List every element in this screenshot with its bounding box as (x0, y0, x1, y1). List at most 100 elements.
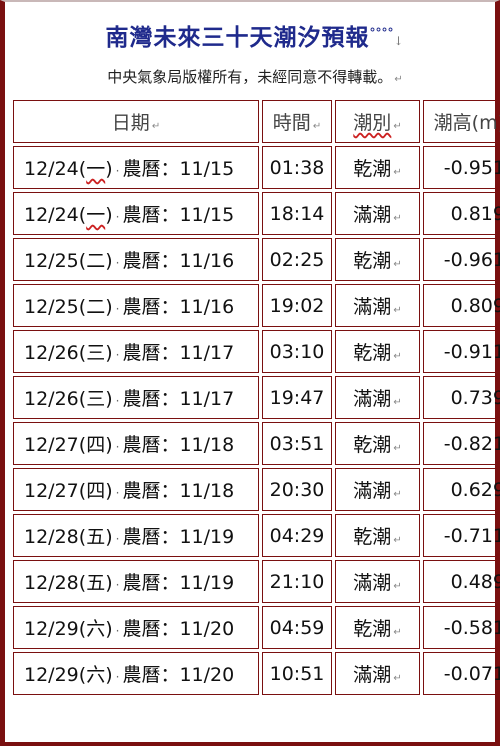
tide-height-text: -0.581 (443, 616, 500, 639)
lunar-date-text: 農曆：11/16 (122, 296, 235, 318)
tide-height-cell: -0.071 (423, 652, 500, 695)
separator-mark: · (115, 624, 120, 638)
date-text: 12/29 (24, 618, 79, 640)
return-mark-icon: ↵ (312, 121, 322, 132)
tide-type-cell: 乾潮 ↵ (335, 330, 420, 373)
tide-height-text: 0.819 (450, 202, 500, 225)
lunar-date-text: 農曆：11/20 (122, 664, 235, 686)
separator-mark: · (115, 578, 120, 592)
time-text: 04:59 (269, 616, 325, 639)
weekday-text: 六 (86, 618, 106, 640)
time-cell: 02:25 (262, 238, 332, 281)
return-mark-icon: ↵ (393, 121, 402, 132)
table-row: 12/24(一) · 農曆：11/15 18:14 滿潮 ↵ 0.819 (13, 192, 500, 235)
date-text: 12/24 (24, 158, 79, 180)
tide-height-cell: -0.911 (423, 330, 500, 373)
date-cell: 12/24(一) · 農曆：11/15 (13, 192, 259, 235)
tide-height-cell: -0.821 (423, 422, 500, 465)
tide-height-cell: -0.951 (423, 146, 500, 189)
tide-type-cell: 乾潮 ↵ (335, 146, 420, 189)
lunar-date-text: 農曆：11/18 (122, 434, 235, 456)
return-mark-icon: ↵ (394, 74, 403, 85)
weekday-text: 一 (86, 158, 106, 180)
table-row: 12/25(二) · 農曆：11/16 19:02 滿潮 ↵ 0.809 (13, 284, 500, 327)
return-mark-icon: ↵ (393, 627, 402, 638)
table-row: 12/28(五) · 農曆：11/19 04:29 乾潮 ↵ -0.711 (13, 514, 500, 557)
separator-mark: · (115, 532, 120, 546)
tide-height-text: 0.489 (450, 570, 500, 593)
tide-type-text: 滿潮 (353, 664, 392, 686)
time-cell: 20:30 (262, 468, 332, 511)
title-text: 南灣未來三十天潮汐預報 (105, 24, 370, 51)
time-cell: 19:02 (262, 284, 332, 327)
tide-type-cell: 乾潮 ↵ (335, 514, 420, 557)
weekday-text: 三 (86, 388, 106, 410)
tide-type-text: 乾潮 (353, 526, 392, 548)
tide-type-text: 滿潮 (353, 296, 392, 318)
date-text: 12/25 (24, 250, 79, 272)
time-cell: 03:10 (262, 330, 332, 373)
tide-type-text: 乾潮 (353, 250, 392, 272)
separator-mark: · (115, 348, 120, 362)
time-text: 04:29 (269, 524, 325, 547)
time-cell: 21:10 (262, 560, 332, 603)
tide-type-text: 乾潮 (353, 618, 392, 640)
date-cell: 12/27(四) · 農曆：11/18 (13, 422, 259, 465)
lunar-date-text: 農曆：11/19 (122, 526, 235, 548)
weekday-text: 五 (86, 526, 106, 548)
date-text: 12/28 (24, 526, 79, 548)
weekday-text: 三 (86, 342, 106, 364)
table-row: 12/26(三) · 農曆：11/17 19:47 滿潮 ↵ 0.739 (13, 376, 500, 419)
paragraph-mark-icon: ↓ (393, 34, 405, 48)
date-cell: 12/29(六) · 農曆：11/20 (13, 606, 259, 649)
title-decoration: °°°° (369, 25, 394, 40)
table-row: 12/27(四) · 農曆：11/18 20:30 滿潮 ↵ 0.629 (13, 468, 500, 511)
lunar-date-text: 農曆：11/18 (122, 480, 235, 502)
return-mark-icon: ↵ (393, 535, 402, 546)
table-row: 12/26(三) · 農曆：11/17 03:10 乾潮 ↵ -0.911 (13, 330, 500, 373)
tide-type-cell: 滿潮 ↵ (335, 468, 420, 511)
date-text: 12/29 (24, 664, 79, 686)
date-cell: 12/27(四) · 農曆：11/18 (13, 468, 259, 511)
time-text: 21:10 (269, 570, 325, 593)
time-cell: 10:51 (262, 652, 332, 695)
date-cell: 12/24(一) · 農曆：11/15 (13, 146, 259, 189)
table-row: 12/25(二) · 農曆：11/16 02:25 乾潮 ↵ -0.961 (13, 238, 500, 281)
date-cell: 12/26(三) · 農曆：11/17 (13, 376, 259, 419)
date-cell: 12/29(六) · 農曆：11/20 (13, 652, 259, 695)
tide-height-text: -0.911 (443, 340, 500, 363)
tide-height-cell: 0.819 (423, 192, 500, 235)
separator-mark: · (115, 440, 120, 454)
tide-height-text: -0.821 (443, 432, 500, 455)
tide-height-text: -0.951 (443, 156, 500, 179)
table-row: 12/29(六) · 農曆：11/20 04:59 乾潮 ↵ -0.581 (13, 606, 500, 649)
lunar-date-text: 農曆：11/15 (122, 158, 235, 180)
lunar-date-text: 農曆：11/16 (122, 250, 235, 272)
return-mark-icon: ↵ (393, 213, 402, 224)
table-row: 12/28(五) · 農曆：11/19 21:10 滿潮 ↵ 0.489 (13, 560, 500, 603)
time-cell: 19:47 (262, 376, 332, 419)
tide-type-cell: 滿潮 ↵ (335, 376, 420, 419)
tide-type-text: 滿潮 (353, 204, 392, 226)
return-mark-icon: ↵ (393, 489, 402, 500)
return-mark-icon: ↵ (151, 121, 161, 132)
date-cell: 12/26(三) · 農曆：11/17 (13, 330, 259, 373)
separator-mark: · (115, 394, 120, 408)
tide-height-text: 0.629 (450, 478, 500, 501)
column-header-time: 時間 ↵ (262, 100, 332, 143)
date-cell: 12/28(五) · 農曆：11/19 (13, 560, 259, 603)
tide-type-cell: 乾潮 ↵ (335, 422, 420, 465)
column-header-tide-type: 潮別 ↵ (335, 100, 420, 143)
weekday-text: 二 (86, 296, 106, 318)
time-text: 18:14 (269, 202, 325, 225)
lunar-date-text: 農曆：11/15 (122, 204, 235, 226)
tide-height-cell: -0.961 (423, 238, 500, 281)
column-header-tide-height: 潮高(m) (423, 100, 500, 143)
date-text: 12/27 (24, 480, 79, 502)
tide-type-text: 滿潮 (353, 572, 392, 594)
lunar-date-text: 農曆：11/17 (122, 342, 235, 364)
tide-type-text: 乾潮 (353, 158, 392, 180)
copyright-notice: 中央氣象局版權所有，未經同意不得轉載。 ↵ (10, 66, 500, 87)
separator-mark: · (115, 486, 120, 500)
